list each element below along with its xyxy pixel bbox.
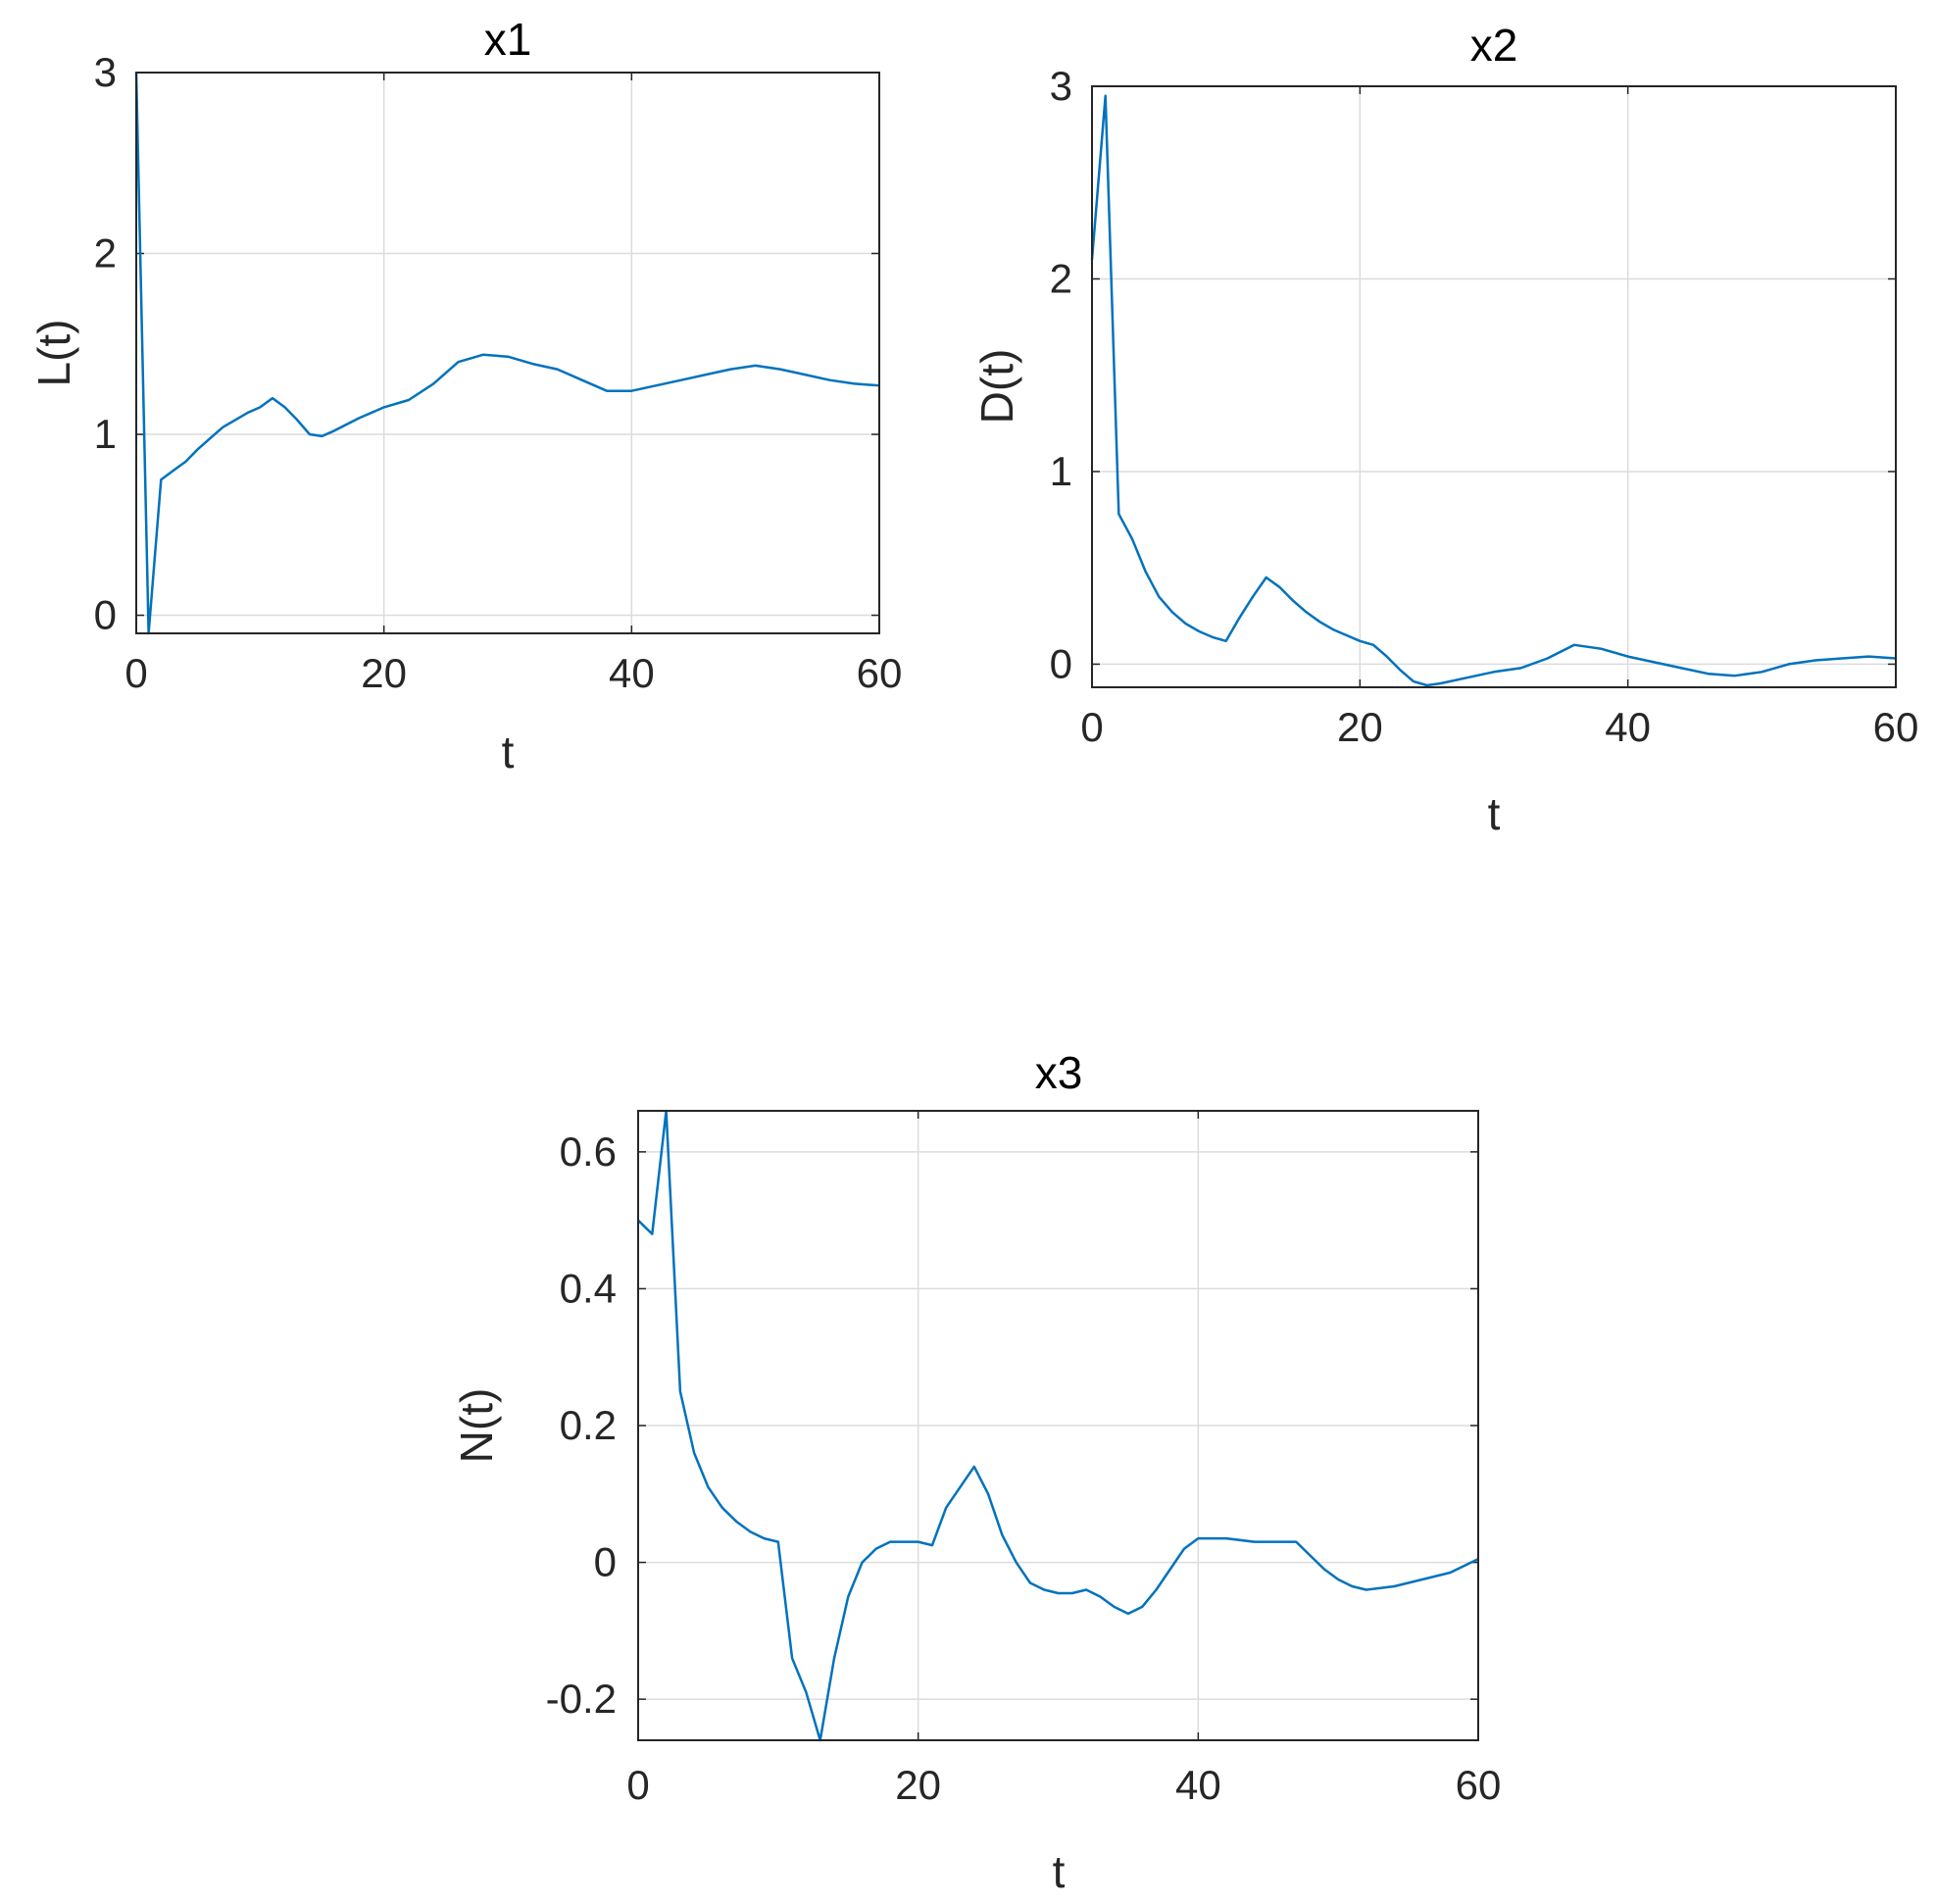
axes-frame xyxy=(637,1110,1479,1741)
x-tick-label: 0 xyxy=(124,650,147,696)
axes-box xyxy=(135,72,880,634)
x-tick-label: 40 xyxy=(609,650,655,696)
x-tick-label: 0 xyxy=(626,1762,649,1808)
chart-x3: 0 20 40 60-0.200.20.40.6 x3 t N(t) xyxy=(451,1047,1501,1897)
chart-title: x2 xyxy=(1470,20,1518,71)
axes-frame xyxy=(1091,85,1897,688)
x-tick-label: 60 xyxy=(1456,1762,1502,1808)
x-tick-label: 20 xyxy=(1337,704,1383,750)
y-tick-label: 0.2 xyxy=(560,1402,617,1448)
y-tick-label: 3 xyxy=(1050,63,1072,109)
chart-title: x1 xyxy=(484,14,532,65)
axes-frame xyxy=(135,72,880,634)
y-tick-label: -0.2 xyxy=(546,1676,617,1722)
x-tick-label: 60 xyxy=(1873,704,1919,750)
x-tick-label: 20 xyxy=(895,1762,941,1808)
x-axis-label: t xyxy=(502,727,515,777)
x-axis-label: t xyxy=(1488,788,1501,839)
y-axis-label: L(t) xyxy=(28,320,79,387)
series-line xyxy=(1090,94,1897,687)
y-axis-label: N(t) xyxy=(451,1388,502,1464)
x-tick-label: 40 xyxy=(1175,1762,1221,1808)
axes-box xyxy=(1091,85,1897,688)
chart-x1: 0 20 40 60 0 1 2 3 x1 t L(t) xyxy=(28,14,902,777)
y-tick-label: 0.6 xyxy=(560,1128,617,1175)
chart-x2: 0 20 40 60 0 1 2 3 x2 t D(t) xyxy=(971,20,1918,839)
y-axis-label: D(t) xyxy=(971,349,1022,425)
y-tick-label: 3 xyxy=(94,49,117,95)
y-tick-label: 1 xyxy=(94,411,117,457)
y-tick-label: 0 xyxy=(594,1539,617,1585)
x-tick-label: 40 xyxy=(1605,704,1651,750)
chart-title: x3 xyxy=(1035,1047,1083,1098)
x-tick-label: 60 xyxy=(857,650,903,696)
y-tick-label: 0 xyxy=(1050,640,1072,686)
y-tick-label: 2 xyxy=(94,230,117,276)
y-tick-label: 0.4 xyxy=(560,1265,617,1311)
x-axis-label: t xyxy=(1053,1846,1066,1897)
series-line xyxy=(134,72,880,635)
x-tick-label: 20 xyxy=(361,650,407,696)
y-tick-label: 2 xyxy=(1050,255,1072,301)
y-tick-label: 1 xyxy=(1050,448,1072,494)
x-tick-label: 0 xyxy=(1080,704,1103,750)
series-line xyxy=(637,1109,1479,1742)
y-tick-label: 0 xyxy=(94,592,117,638)
